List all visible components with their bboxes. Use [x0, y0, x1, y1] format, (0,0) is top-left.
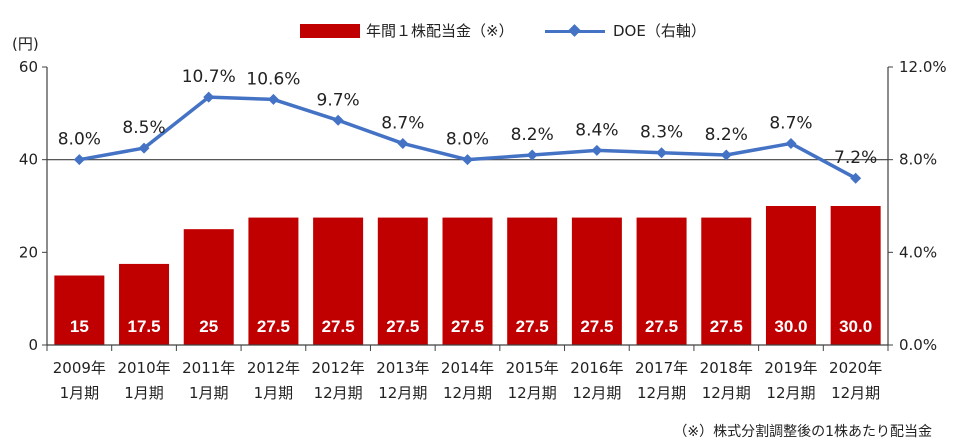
- bar: [54, 275, 105, 345]
- doe-point: [397, 137, 409, 149]
- bar-value-label: 30.0: [839, 317, 872, 336]
- doe-point: [462, 154, 473, 166]
- legend-bar-swatch: [300, 23, 360, 38]
- doe-value-label: 7.2%: [834, 148, 877, 168]
- x-tick-label-period: 12月期: [443, 384, 492, 402]
- footnote: （※）株式分割調整後の1株あたり配当金: [673, 424, 932, 440]
- bar-value-label: 27.5: [710, 317, 743, 336]
- bar: [765, 206, 816, 345]
- bar-value-label: 17.5: [127, 317, 160, 336]
- x-tick-label-period: 12月期: [572, 384, 621, 402]
- legend-item-doe: DOE（右軸）: [545, 20, 706, 41]
- x-tick-label-period: 1月期: [254, 384, 294, 402]
- bar: [830, 206, 881, 345]
- x-tick-label-period: 12月期: [702, 384, 751, 402]
- legend-line-swatch: [545, 24, 605, 38]
- x-tick-label-period: 1月期: [189, 384, 229, 402]
- x-tick-label-year: 2015年: [506, 359, 559, 377]
- doe-point: [526, 149, 538, 161]
- bar-value-label: 27.5: [451, 317, 484, 336]
- y-left-tick-label: 60: [19, 58, 38, 76]
- doe-point: [591, 144, 603, 156]
- doe-value-label: 8.4%: [575, 120, 618, 140]
- doe-value-label: 8.7%: [381, 113, 424, 133]
- y-left-tick-label: 40: [19, 151, 38, 169]
- x-tick-label-period: 12月期: [766, 384, 815, 402]
- legend-bar-label: 年間１株配当金（※）: [366, 22, 514, 40]
- doe-value-label: 9.7%: [317, 90, 360, 110]
- doe-point: [850, 172, 862, 184]
- doe-value-label: 8.3%: [640, 123, 683, 143]
- bar: [183, 229, 234, 345]
- doe-value-label: 10.7%: [182, 67, 236, 87]
- x-tick-label-year: 2016年: [570, 359, 623, 377]
- doe-point: [720, 149, 732, 161]
- bar-value-label: 30.0: [774, 317, 807, 336]
- doe-value-label: 8.2%: [705, 125, 748, 145]
- y-right-tick-label: 0.0%: [899, 336, 937, 354]
- bar-value-label: 27.5: [322, 317, 355, 336]
- bar: [442, 217, 493, 345]
- doe-value-label: 8.0%: [58, 130, 101, 150]
- bar-value-label: 27.5: [386, 317, 419, 336]
- doe-value-label: 8.2%: [511, 125, 554, 145]
- x-tick-label-year: 2020年: [829, 359, 882, 377]
- bar-value-label: 15: [70, 317, 89, 336]
- bar-value-label: 27.5: [645, 317, 678, 336]
- doe-point: [267, 93, 279, 105]
- legend-item-dividend: 年間１株配当金（※）: [300, 20, 514, 41]
- x-tick-label-period: 12月期: [314, 384, 363, 402]
- x-tick-label-year: 2014年: [441, 359, 494, 377]
- bar: [701, 217, 752, 345]
- x-tick-label-year: 2018年: [700, 359, 753, 377]
- bar: [377, 217, 428, 345]
- bar: [119, 263, 170, 345]
- bar-value-label: 27.5: [516, 317, 549, 336]
- x-tick-label-year: 2013年: [376, 359, 429, 377]
- bar: [313, 217, 364, 345]
- x-tick-label-period: 1月期: [124, 384, 164, 402]
- legend-line-label: DOE（右軸）: [613, 22, 706, 40]
- bar-value-label: 27.5: [580, 317, 613, 336]
- doe-value-label: 10.6%: [246, 69, 300, 89]
- doe-point: [656, 147, 668, 159]
- doe-value-label: 8.5%: [122, 118, 165, 138]
- x-tick-label-period: 12月期: [637, 384, 686, 402]
- y-left-tick-label: 0: [28, 336, 38, 354]
- doe-value-label: 8.7%: [769, 113, 812, 133]
- x-tick-label-year: 2011年: [182, 359, 235, 377]
- doe-point: [785, 137, 797, 149]
- bar: [248, 217, 299, 345]
- x-tick-label-period: 12月期: [378, 384, 427, 402]
- y-axis-unit-label: (円): [12, 35, 39, 53]
- y-right-tick-label: 8.0%: [899, 151, 937, 169]
- x-tick-label-year: 2010年: [117, 359, 170, 377]
- x-tick-label-year: 2019年: [764, 359, 817, 377]
- bar-value-label: 25: [199, 317, 218, 336]
- x-tick-label-period: 12月期: [508, 384, 557, 402]
- x-tick-label-period: 12月期: [831, 384, 880, 402]
- bar-value-label: 27.5: [257, 317, 290, 336]
- doe-point: [332, 114, 344, 126]
- x-tick-label-year: 2012年: [247, 359, 300, 377]
- x-tick-label-year: 2009年: [53, 359, 106, 377]
- doe-point: [73, 154, 85, 166]
- bar: [636, 217, 687, 345]
- y-right-tick-label: 4.0%: [899, 243, 937, 261]
- bar: [507, 217, 558, 345]
- x-tick-label-year: 2017年: [635, 359, 688, 377]
- x-tick-label-period: 1月期: [60, 384, 100, 402]
- legend: 年間１株配当金（※） DOE（右軸）: [0, 20, 960, 42]
- doe-point: [138, 142, 150, 154]
- bar: [571, 217, 622, 345]
- y-left-tick-label: 20: [19, 243, 38, 261]
- y-right-tick-label: 12.0%: [899, 58, 947, 76]
- doe-point: [203, 91, 215, 103]
- x-tick-label-year: 2012年: [312, 359, 365, 377]
- doe-value-label: 8.0%: [446, 130, 489, 150]
